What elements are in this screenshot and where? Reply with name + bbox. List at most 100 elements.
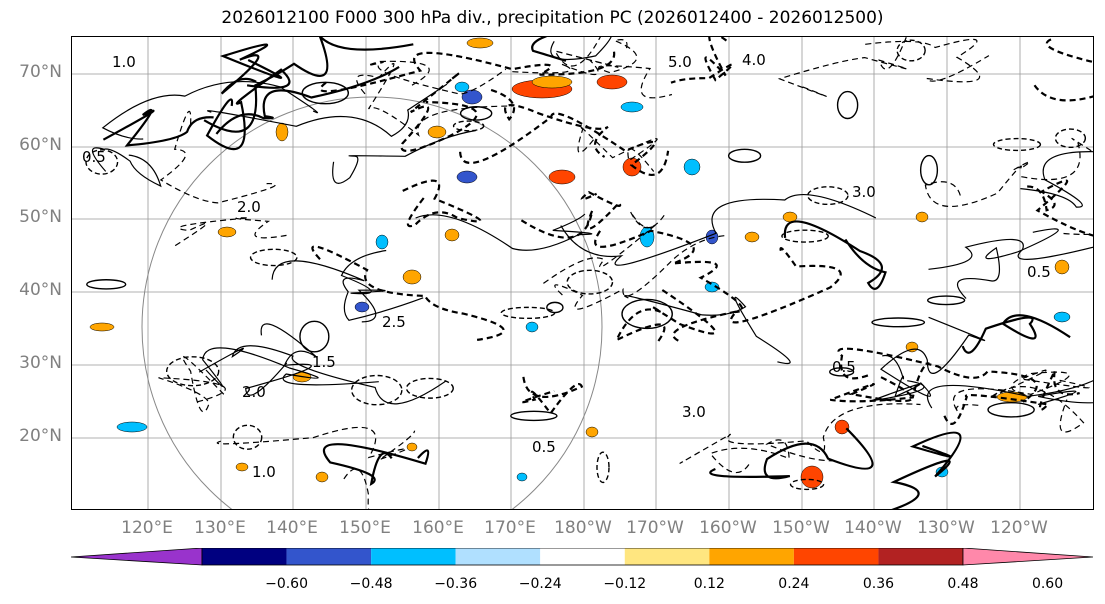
colorbar-segment xyxy=(709,548,794,565)
longitude-label: 140°W xyxy=(844,518,902,538)
closed-contour xyxy=(871,317,926,328)
convergence-contour xyxy=(1045,38,1093,64)
contour-label: 4.0 xyxy=(742,51,766,69)
colorbar-tick-label: −0.36 xyxy=(434,576,478,592)
latitude-label: 20°N xyxy=(19,426,62,446)
colorbar-tick-label: −0.12 xyxy=(603,576,647,592)
divergence-contour xyxy=(340,249,387,323)
divergence-contour xyxy=(623,295,791,365)
precipitation-patch xyxy=(217,226,237,238)
precipitation-patch xyxy=(275,122,289,142)
closed-contour xyxy=(232,424,263,450)
precipitation-patch xyxy=(525,321,539,333)
divergence-contour xyxy=(531,37,567,62)
precipitation-patch xyxy=(800,465,824,489)
longitude-label: 170°E xyxy=(484,518,536,538)
closed-contour xyxy=(405,377,454,399)
precipitation-fills xyxy=(89,37,1071,489)
precipitation-patch xyxy=(406,442,418,452)
longitude-label: 120°W xyxy=(990,518,1048,538)
precipitation-patch xyxy=(620,101,644,113)
closed-contour xyxy=(566,269,614,295)
divergence-contour xyxy=(709,427,874,480)
closed-contour xyxy=(500,306,556,320)
closed-contour xyxy=(896,39,926,62)
convergence-contour xyxy=(679,403,921,464)
divergence-contour xyxy=(219,43,283,95)
latitude-label: 30°N xyxy=(19,353,62,373)
colorbar xyxy=(71,548,1094,566)
divergence-contour xyxy=(415,213,593,251)
precipitation-patch xyxy=(116,421,148,433)
closed-contour xyxy=(919,154,939,186)
closed-contour xyxy=(807,186,849,206)
colorbar-min-extend xyxy=(71,548,203,566)
precipitation-patch xyxy=(531,75,573,89)
projection-arc xyxy=(141,96,603,509)
closed-contour xyxy=(781,229,829,243)
closed-contour xyxy=(926,295,966,306)
divergence-contour xyxy=(202,347,379,387)
precipitation-patch xyxy=(1053,311,1071,323)
convergence-contour xyxy=(554,235,726,310)
divergence-contour xyxy=(550,37,612,61)
convergence-contour xyxy=(924,161,1031,207)
convergence-contour xyxy=(319,50,616,93)
contour-label: 0.5 xyxy=(82,148,106,166)
longitude-label: 140°E xyxy=(266,518,318,538)
colorbar-tick-label: −0.48 xyxy=(349,576,393,592)
precipitation-patch xyxy=(402,269,422,285)
precipitation-patch xyxy=(548,169,576,185)
divergence-contour xyxy=(871,354,925,402)
convergence-contour xyxy=(398,179,482,228)
convergence-contour xyxy=(672,247,842,342)
colorbar-segment xyxy=(286,548,372,565)
divergence-contour xyxy=(215,65,400,135)
colorbar-segment xyxy=(878,548,963,565)
divergence-contour xyxy=(271,260,424,321)
contour-label: 3.0 xyxy=(682,403,706,421)
closed-contour xyxy=(727,148,762,163)
closed-contour xyxy=(1054,128,1087,149)
contour-label: 2.0 xyxy=(242,383,266,401)
convergence-contour xyxy=(459,112,670,176)
map-svg: 5.0 4.0 1.0 0.5 2.0 3.0 2.5 2.0 1.5 0.5 1.0 0.5 3.0 0… xyxy=(72,37,1093,509)
divergence-contour xyxy=(198,345,446,405)
contour-labels: 5.0 4.0 1.0 0.5 2.0 3.0 2.5 2.0 1.5 0.5 1.0 0.5 3.0 0… xyxy=(82,51,1051,481)
closed-contour xyxy=(299,320,330,353)
colorbar-segment xyxy=(455,548,541,565)
precipitation-patch xyxy=(444,228,460,242)
convergence-contour xyxy=(521,376,584,416)
divergence-contour xyxy=(783,220,887,290)
precipitation-patch xyxy=(375,234,389,250)
convergence-contour xyxy=(837,347,1038,403)
precipitation-patch xyxy=(235,462,249,472)
convergence-contour xyxy=(865,38,990,83)
longitude-label: 120°E xyxy=(121,518,173,538)
colorbar-tick-label: −0.60 xyxy=(265,576,308,592)
closed-contour xyxy=(350,374,403,406)
longitude-label: 180°W xyxy=(554,518,612,538)
divergence-contour xyxy=(102,109,214,147)
closed-contour xyxy=(621,298,673,330)
colorbar-tick-label: 0.48 xyxy=(947,576,979,592)
colorbar-segment xyxy=(624,548,710,565)
closed-contour xyxy=(301,81,350,105)
divergence-contour xyxy=(1020,151,1093,208)
closed-contour xyxy=(85,149,119,175)
convergence-contour xyxy=(577,125,658,172)
convergence-contour xyxy=(829,362,930,403)
closed-contour xyxy=(459,106,493,121)
latitude-label: 50°N xyxy=(19,207,62,227)
colorbar-tick-label: 0.60 xyxy=(1031,576,1064,592)
precipitation-patch xyxy=(427,125,447,139)
convergence-contour xyxy=(512,37,619,76)
colorbar-tick-label: −0.24 xyxy=(518,576,562,592)
longitude-label: 170°W xyxy=(626,518,684,538)
closed-contour xyxy=(596,451,610,484)
precipitation-patch xyxy=(354,301,370,313)
convergence-contour xyxy=(1021,137,1093,181)
convergence-contour xyxy=(1033,84,1093,102)
divergence-contour xyxy=(205,68,291,151)
map-panel: 5.0 4.0 1.0 0.5 2.0 3.0 2.5 2.0 1.5 0.5 1.0 0.5 3.0 0… xyxy=(71,36,1094,510)
